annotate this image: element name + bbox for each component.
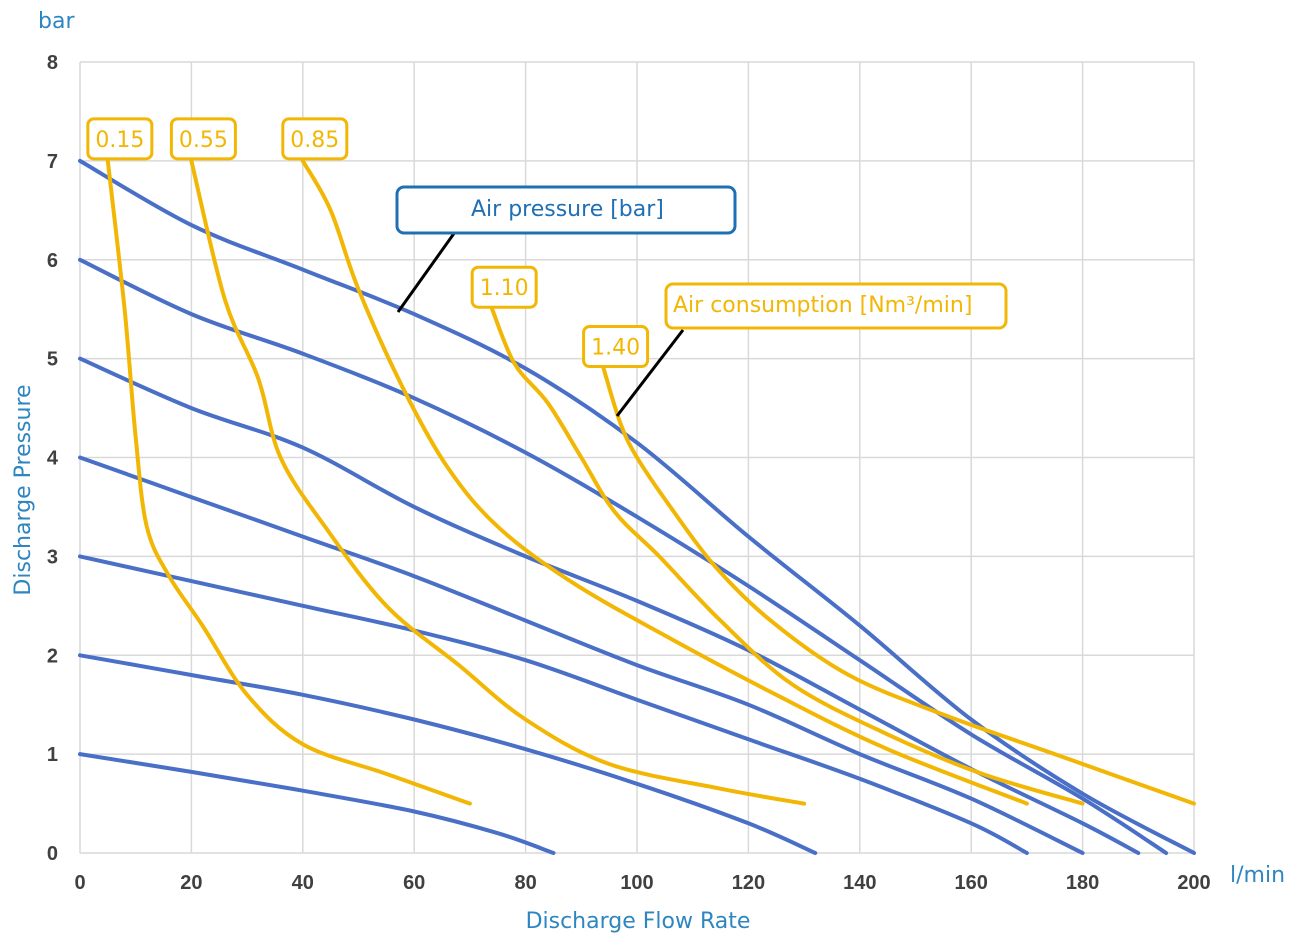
x-tick-label: 180 [1066,872,1099,894]
x-tick-label: 40 [292,872,314,894]
y-tick-label: 5 [47,349,58,371]
air-consumption-leader-line [615,329,685,417]
air-consumption-value-labels: 0.15 0.55 0.85 1.10 1.40 [86,117,650,369]
x-tick-label: 160 [955,872,988,894]
consumption-value-box [169,117,237,161]
y-tick-labels: 0 1 2 3 4 5 6 7 8 [47,52,59,865]
x-tick-label: 140 [843,872,876,894]
air-pressure-line-4 [78,455,1085,855]
air-consumption-line-1.10 [490,307,1085,806]
air-consumption-line-0.85 [300,158,1029,806]
air-pressure-line-6 [78,257,1169,855]
air-pressure-line-3 [78,554,1029,855]
air-consumption-line-0.15 [105,158,472,806]
y-tick-label: 0 [47,843,58,865]
annotations: Air pressure [bar] Air consumption [Nm³/… [86,117,1008,417]
consumption-value-label: 1.40 [591,336,640,361]
air-consumption-lines [105,158,1196,806]
air-pressure-leader-line [396,231,457,313]
y-unit-label: bar [38,9,75,34]
consumption-value-label: 0.55 [179,128,228,153]
x-tick-labels: 0 20 40 60 80 100 120 140 160 180 200 [74,872,1210,894]
air-consumption-line-0.55 [189,158,807,806]
consumption-value-label: 1.10 [480,276,529,301]
air-pressure-line-1 [78,752,556,855]
y-tick-label: 6 [47,250,58,272]
y-tick-label: 8 [47,52,58,74]
air-consumption-label: Air consumption [Nm³/min] [673,293,972,318]
consumption-value-box [470,265,538,309]
air-pressure-label-box [395,185,737,235]
air-pressure-label: Air pressure [bar] [471,197,664,222]
x-tick-label: 0 [74,872,85,894]
x-tick-label: 60 [403,872,425,894]
air-consumption-label-box [664,282,1008,330]
consumption-value-box [281,117,349,161]
x-axis-title: Discharge Flow Rate [526,909,751,934]
x-tick-label: 200 [1177,872,1210,894]
x-tick-label: 20 [180,872,202,894]
x-tick-label: 100 [620,872,653,894]
air-pressure-line-2 [78,653,818,855]
consumption-value-label: 0.85 [290,128,339,153]
consumption-value-box [86,117,154,161]
x-tick-label: 80 [514,872,536,894]
y-tick-label: 3 [47,546,58,568]
y-axis-title: Discharge Pressure [11,384,36,595]
y-tick-label: 4 [47,448,59,470]
consumption-value-label: 0.15 [95,128,144,153]
x-tick-label: 120 [732,872,765,894]
air-consumption-line-1.40 [601,366,1196,806]
air-pressure-line-7 [78,158,1196,855]
y-tick-label: 2 [47,645,58,667]
y-tick-label: 7 [47,151,58,173]
y-tick-label: 1 [47,744,58,766]
consumption-value-box [582,325,650,369]
x-unit-label: l/min [1230,863,1285,888]
